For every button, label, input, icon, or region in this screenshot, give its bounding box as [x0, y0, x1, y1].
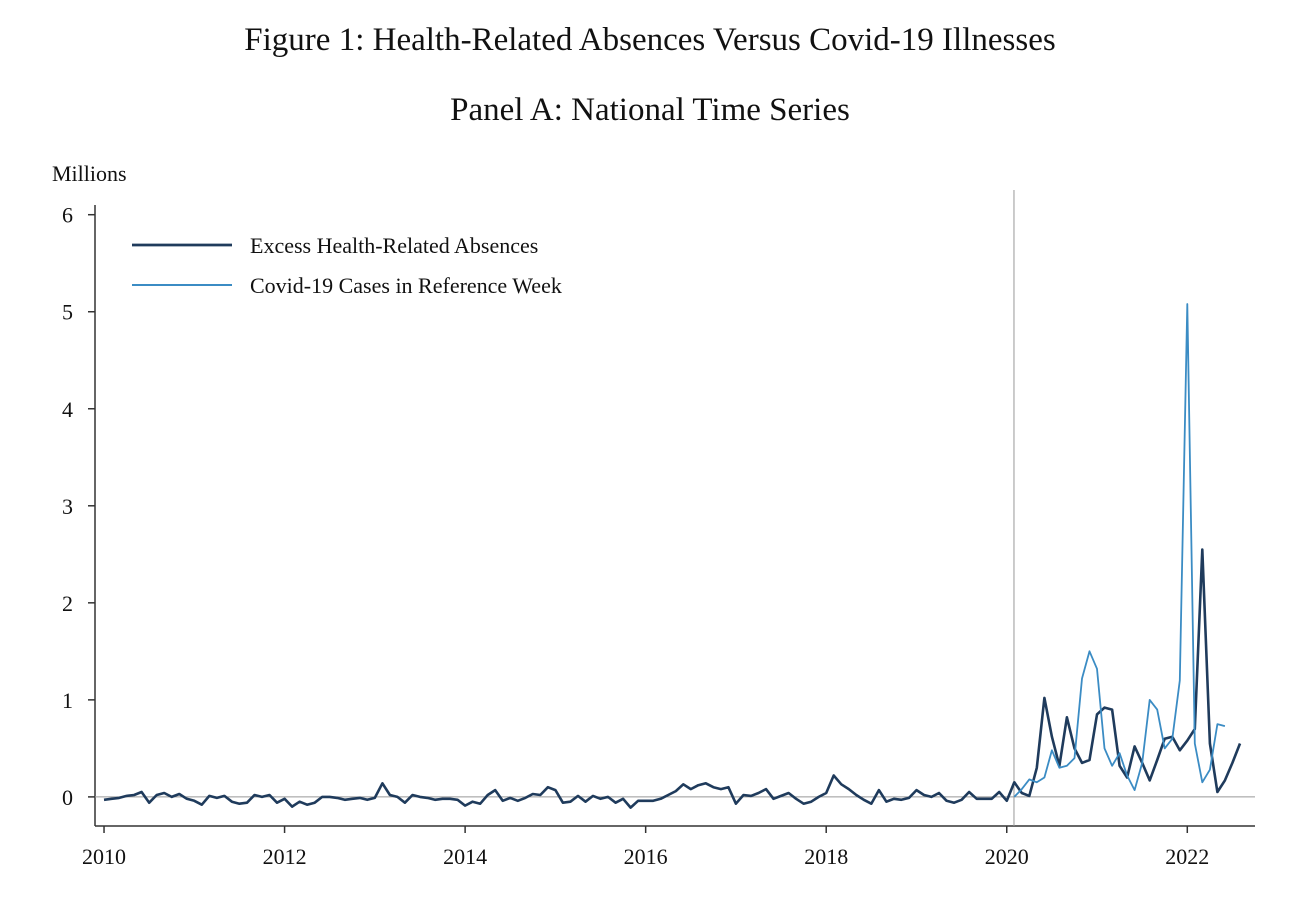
x-tick-label: 2022	[1165, 844, 1209, 869]
figure-title: Figure 1: Health-Related Absences Versus…	[244, 22, 1056, 58]
y-axis-label: Millions	[52, 161, 127, 186]
x-tick-label: 2018	[804, 844, 848, 869]
legend: Excess Health-Related Absences Covid-19 C…	[132, 233, 562, 298]
y-tick-label: 5	[62, 300, 73, 325]
x-tick-label: 2016	[624, 844, 668, 869]
y-tick-label: 6	[62, 203, 73, 228]
legend-label: Covid-19 Cases in Reference Week	[250, 273, 562, 298]
x-tick-label: 2010	[82, 844, 126, 869]
x-tick-label: 2012	[263, 844, 307, 869]
y-tick-label: 4	[62, 397, 73, 422]
y-tick-label: 3	[62, 494, 73, 519]
y-tick-label: 1	[62, 688, 73, 713]
absences-series-line	[103, 548, 1242, 809]
covid-series-line	[1013, 303, 1226, 798]
axes: 0 1 2 3 4 5 6 2010 2012 2014 2016 2018 2020 2022	[62, 203, 1255, 869]
legend-label: Excess Health-Related Absences	[250, 233, 538, 258]
plot-area	[95, 190, 1255, 826]
y-tick-label: 2	[62, 591, 73, 616]
x-tick-label: 2020	[985, 844, 1029, 869]
y-tick-label: 0	[62, 785, 73, 810]
panel-title: Panel A: National Time Series	[450, 92, 850, 128]
x-tick-label: 2014	[443, 844, 487, 869]
